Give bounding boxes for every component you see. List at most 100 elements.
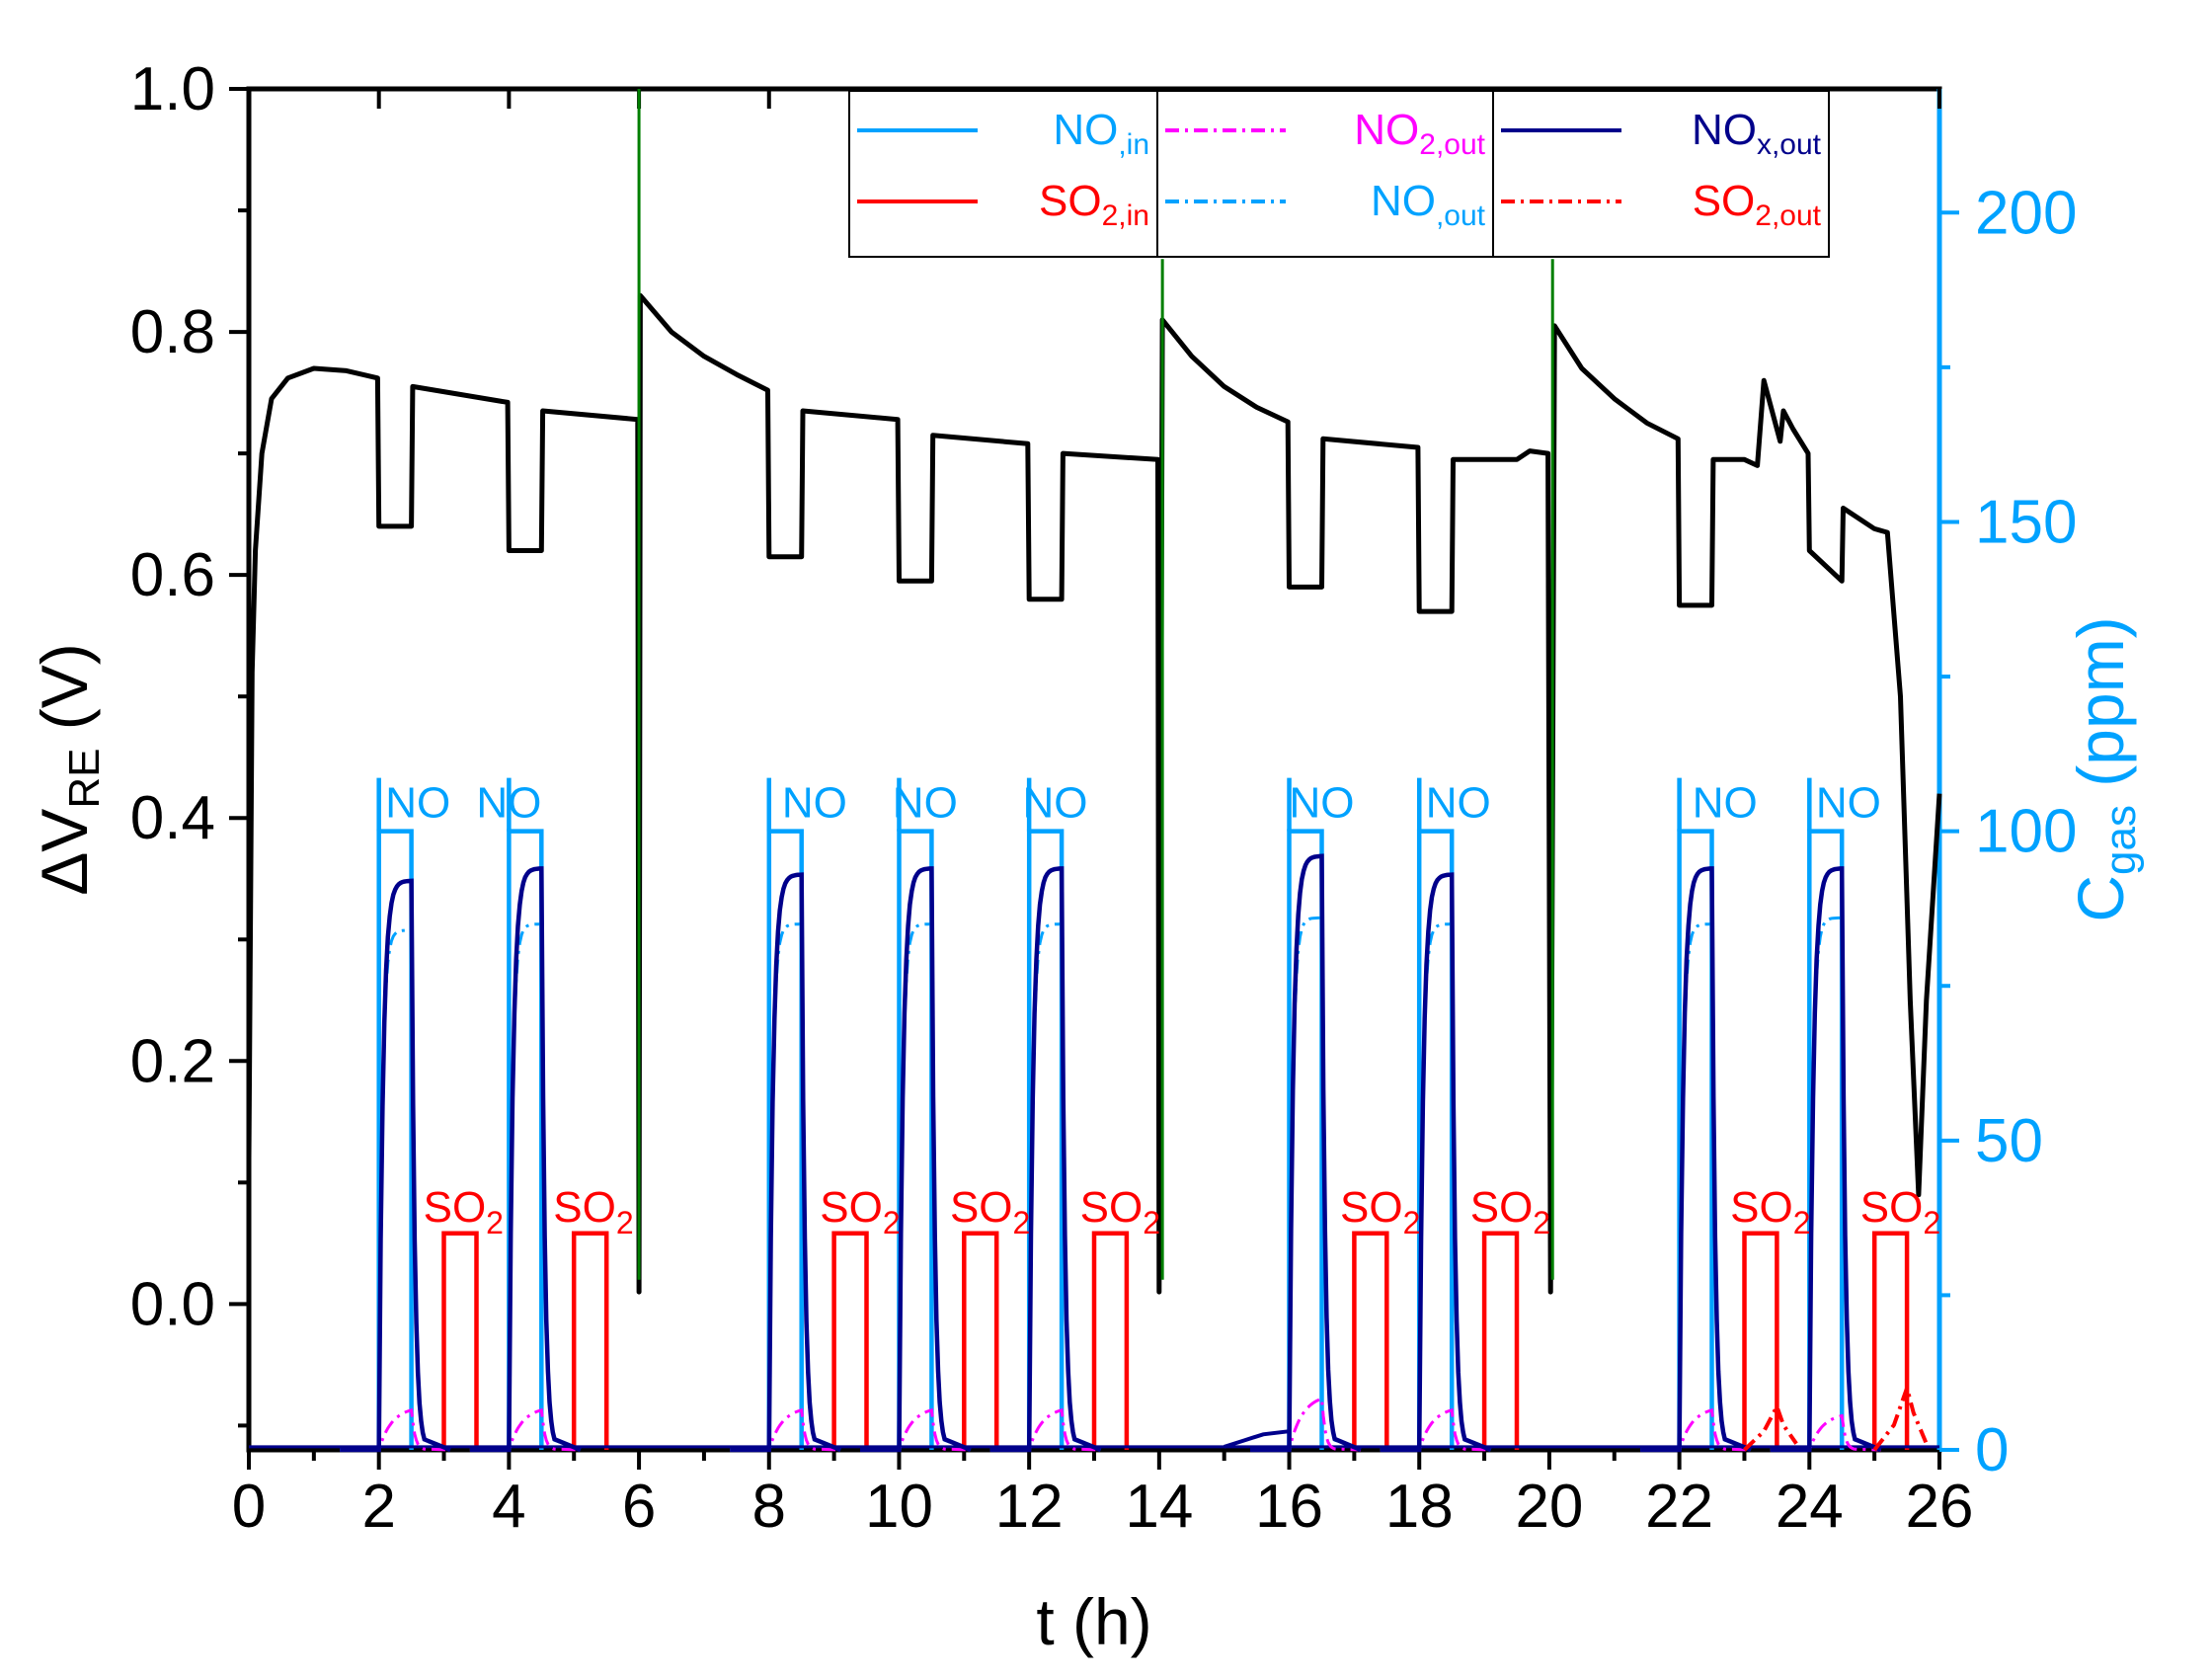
so2-label-main: SO (1080, 1183, 1144, 1232)
legend-label-sub: 2,out (1755, 200, 1821, 232)
no2-out-line (1250, 1397, 1362, 1452)
nox-out-line (1380, 872, 1492, 1453)
y-left-title-main: ΔV (28, 809, 101, 896)
legend-box (1492, 90, 1830, 258)
x-tick-label: 2 (361, 1473, 395, 1541)
legend-label-nox_out: NOx,out (1692, 106, 1822, 161)
y-right-title-unit: (ppm) (2064, 616, 2137, 805)
y-left-title-sub: RE (60, 749, 109, 809)
so2-in-pulse (1091, 1231, 1130, 1450)
so2-label-sub: 2 (616, 1205, 634, 1240)
legend-box (1156, 90, 1494, 258)
legend-label-sub: ,in (1118, 128, 1149, 161)
nox-out-line (469, 866, 582, 1453)
y-left-tick-label: 0.6 (130, 541, 215, 609)
y-right-tick-label: 50 (1975, 1107, 2043, 1175)
x-tick-label: 26 (1906, 1473, 1974, 1541)
y-left-tick-label: 0.2 (130, 1027, 215, 1095)
x-tick-label: 20 (1515, 1473, 1583, 1541)
so2-out-line (1872, 1381, 1929, 1452)
nox-out-line (340, 878, 451, 1453)
nox-out-line (1640, 866, 1752, 1453)
so2-label-main: SO (950, 1183, 1013, 1232)
nox-out-line (1250, 853, 1362, 1453)
legend-label-main: SO (1039, 177, 1102, 225)
y-right-axis-ticks: 0 50 100 150 200 (1939, 179, 2077, 1484)
legend-label-sub: 2,in (1102, 200, 1149, 232)
so2-in-pulse (1481, 1231, 1520, 1450)
so2-label-sub: 2 (1923, 1205, 1940, 1240)
legend-label-sub: x,out (1757, 128, 1822, 161)
so2-label-main: SO (1470, 1183, 1534, 1232)
nox-out-line (730, 872, 842, 1453)
x-axis-ticks: 0 2 4 6 8 10 12 14 16 18 20 22 24 26 (232, 89, 1974, 1541)
x-tick-label: 12 (995, 1473, 1064, 1541)
so2-in-pulse (1352, 1231, 1389, 1450)
so2-label-main: SO (553, 1183, 616, 1232)
x-tick-label: 14 (1125, 1473, 1193, 1541)
nox-out-line (989, 866, 1102, 1453)
so2-label-sub: 2 (883, 1205, 901, 1240)
no-pulse-label: NO (1289, 779, 1354, 828)
voltage-line (246, 292, 1942, 1295)
y-right-tick-label: 200 (1975, 179, 2077, 247)
so2-in-pulse (571, 1231, 609, 1450)
legend-label-main: NO (1371, 177, 1436, 225)
no2-out-line (340, 1407, 451, 1452)
so2-label-sub: 2 (1013, 1205, 1031, 1240)
y-left-tick-label: 0.4 (130, 784, 215, 852)
y-left-tick-label: 0.0 (130, 1270, 215, 1338)
y-right-axis-title: Cgas (ppm) (2064, 616, 2145, 921)
x-tick-label: 8 (752, 1473, 786, 1541)
no-pulse-label: NO (385, 779, 450, 828)
so2-label-main: SO (820, 1183, 883, 1232)
y-left-tick-label: 0.8 (130, 298, 215, 366)
so2-pulse-label: SO2 (1080, 1183, 1160, 1240)
x-tick-label: 16 (1255, 1473, 1323, 1541)
outlet-series (249, 853, 1939, 1453)
no-pulse-label: NO (782, 779, 847, 828)
so2-label-sub: 2 (1533, 1205, 1550, 1240)
so2-pulse-label: SO2 (1470, 1183, 1550, 1240)
no2-out-line (860, 1407, 971, 1452)
no2-out-line (989, 1407, 1101, 1452)
y-left-axis-title: ΔVRE (V) (28, 643, 109, 896)
so2-pulse-label: SO2 (950, 1183, 1030, 1240)
no-pulse-label: NO (476, 779, 541, 828)
voltage-series (246, 292, 1942, 1295)
y-right-tick-label: 100 (1975, 798, 2077, 866)
so2-label-sub: 2 (486, 1205, 504, 1240)
so2-label-sub: 2 (1403, 1205, 1421, 1240)
no-pulse-label: NO (1693, 779, 1758, 828)
y-right-tick-label: 0 (1975, 1416, 2009, 1484)
x-axis-title: t (h) (1036, 1585, 1151, 1658)
nox-out-drift (1224, 1429, 1290, 1449)
no-pulse-label: NO (893, 779, 958, 828)
legend-label-main: NO (1354, 106, 1419, 154)
so2-pulse-label: SO2 (1340, 1183, 1420, 1240)
so2-in-pulse (962, 1231, 999, 1450)
legend-label-no_in: NO,in (1053, 106, 1149, 161)
x-tick-label: 10 (865, 1473, 933, 1541)
legend-box (848, 90, 1158, 258)
legend-label-main: NO (1692, 106, 1757, 154)
x-tick-label: 22 (1645, 1473, 1713, 1541)
y-right-tick-label: 150 (1975, 488, 2077, 556)
so2-pulse-label: SO2 (553, 1183, 633, 1240)
no-pulse-label: NO (1816, 779, 1881, 828)
so2-label-main: SO (1340, 1183, 1403, 1232)
x-tick-label: 0 (232, 1473, 266, 1541)
legend-label-sub: ,out (1436, 200, 1486, 232)
legend-label-main: NO (1053, 106, 1118, 154)
no2-out-line (1640, 1407, 1752, 1452)
so2-pulse-label: SO2 (1860, 1183, 1940, 1240)
x-tick-label: 24 (1776, 1473, 1844, 1541)
legend-label-no2_out: NO2,out (1354, 106, 1485, 161)
legend-label-no_out: NO,out (1371, 177, 1486, 232)
so2-pulse-label: SO2 (820, 1183, 900, 1240)
so2-label-main: SO (1860, 1183, 1924, 1232)
y-left-tick-label: 1.0 (130, 55, 215, 123)
so2-in-pulse (1742, 1231, 1779, 1450)
